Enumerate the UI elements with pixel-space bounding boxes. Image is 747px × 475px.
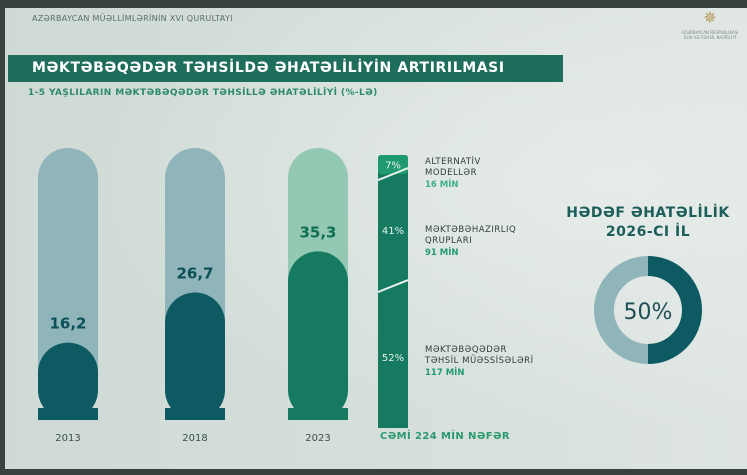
donut-value-label: 50%	[624, 300, 673, 325]
stack-segment-name: MODELLƏR	[425, 168, 477, 178]
title-banner: MƏKTƏBƏQƏDƏR TƏHSİLDƏ ƏHATƏLİLİYİN ARTIR…	[8, 55, 563, 82]
bar-2023	[288, 251, 348, 420]
bar-2013	[38, 342, 98, 420]
stack-segment-name: ALTERNATİV	[425, 156, 481, 167]
bar-base-2018	[165, 408, 225, 420]
total-label: CƏMİ 224 MİN NƏFƏR	[380, 431, 510, 442]
stack-share-label: 52%	[382, 353, 404, 364]
conference-title: AZƏRBAYCAN MÜƏLLİMLƏRİNİN XVI QURULTAYI	[32, 14, 233, 23]
emblem: ✵ AZƏRBAYCAN RESPUBLİKASI ELM VƏ TƏHSİL …	[680, 8, 740, 40]
stack-segment-count: 117 MİN	[425, 367, 464, 378]
target-title-line-2: 2026-CI İL	[605, 224, 691, 240]
target-title-line-1: HƏDƏF ƏHATƏLİLİK	[566, 205, 730, 221]
state-emblem-icon: ✵	[703, 8, 717, 27]
target-title: HƏDƏF ƏHATƏLİLİK 2026-CI İL	[548, 204, 747, 242]
stack-segment-name: MƏKTƏBƏQƏDƏR	[425, 345, 507, 355]
emblem-caption: AZƏRBAYCAN RESPUBLİKASI ELM VƏ TƏHSİL NA…	[681, 30, 739, 40]
stack-segment-name: TƏHSİL MÜƏSSİSƏLƏRİ	[424, 355, 534, 366]
stack-share-label: 7%	[385, 161, 401, 172]
stack-segment-3	[378, 286, 408, 428]
stack-segment-2	[378, 174, 408, 287]
bar-value-label: 16,2	[49, 315, 86, 333]
bar-value-label: 35,3	[299, 223, 336, 241]
stack-divider	[377, 279, 409, 293]
x-tick-label: 2018	[182, 433, 207, 444]
stack-divider	[377, 167, 409, 182]
stack-segment-name: QRUPLARI	[425, 236, 472, 246]
x-tick-label: 2013	[55, 433, 80, 444]
screen-edge-bottom	[0, 469, 747, 475]
bar-2018	[165, 292, 225, 420]
x-tick-label: 2023	[305, 433, 330, 444]
stack-segment-count: 91 MİN	[425, 247, 459, 258]
page-title: MƏKTƏBƏQƏDƏR TƏHSİLDƏ ƏHATƏLİLİYİN ARTIR…	[32, 60, 505, 76]
stack-segment-1	[378, 155, 408, 175]
bar-base-2023	[288, 408, 348, 420]
screen-edge-left	[0, 0, 5, 475]
stack-share-label: 41%	[382, 226, 404, 237]
stack-segment-count: 16 MİN	[425, 179, 459, 190]
bar-base-2013	[38, 408, 98, 420]
bar-value-label: 26,7	[176, 264, 213, 282]
chart-subtitle: 1-5 YAŞLILARIN MƏKTƏBƏQƏDƏR TƏHSİLLƏ ƏHA…	[28, 88, 378, 98]
screen-edge-top	[0, 0, 747, 8]
donut-value-arc	[647, 256, 702, 364]
stack-segment-name: MƏKTƏBƏHAZIRLIQ	[425, 225, 516, 235]
